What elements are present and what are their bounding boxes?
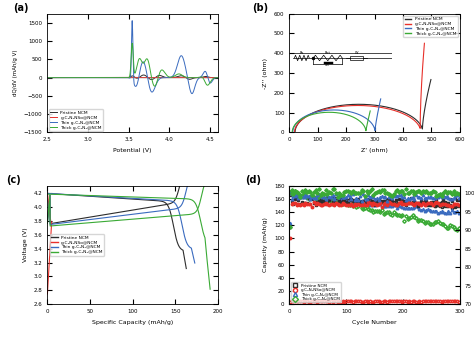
- Pristine NCM: [149, 78, 155, 82]
- Thick g-C₃N₄@NCM: [117, 76, 123, 80]
- Legend: Pristine NCM, g-C₃N₄NSo@NCM, Thin g-C₃N₄@NCM, Thick g-C₃N₄@NCM: Pristine NCM, g-C₃N₄NSo@NCM, Thin g-C₃N₄…: [50, 235, 104, 255]
- Line: Pristine NCM: Pristine NCM: [47, 75, 218, 80]
- Legend: Pristine NCM, g-C₃N₄NSo@NCM, Thin g-C₃N₄@NCM, Thick g-C₃N₄@NCM: Pristine NCM, g-C₃N₄NSo@NCM, Thin g-C₃N₄…: [403, 16, 457, 37]
- Thick g-C₃N₄@NCM: [74, 76, 80, 80]
- Pristine NCM: [215, 76, 221, 80]
- Thin g-C₃N₄@NCM: [45, 76, 50, 80]
- X-axis label: Specific Capacity (mAh/g): Specific Capacity (mAh/g): [92, 320, 173, 325]
- Y-axis label: Capacity (mAh/g): Capacity (mAh/g): [264, 218, 268, 273]
- g-C₃N₄NSo@NCM: [130, 75, 136, 79]
- Text: (b): (b): [252, 3, 268, 13]
- Pristine NCM: [64, 76, 70, 80]
- Thick g-C₃N₄@NCM: [64, 76, 70, 80]
- Thick g-C₃N₄@NCM: [193, 76, 199, 80]
- Thick g-C₃N₄@NCM: [45, 76, 50, 80]
- g-C₃N₄NSo@NCM: [110, 76, 116, 80]
- Thick g-C₃N₄@NCM: [110, 76, 116, 80]
- Text: (d): (d): [245, 175, 261, 185]
- X-axis label: Z' (ohm): Z' (ohm): [361, 148, 388, 153]
- Thin g-C₃N₄@NCM: [74, 76, 80, 80]
- Text: (c): (c): [7, 175, 21, 185]
- Thin g-C₃N₄@NCM: [189, 92, 195, 96]
- Thin g-C₃N₄@NCM: [110, 76, 116, 80]
- Legend: Pristine NCM, g-C₃N₄NSo@NCM, Thin g-C₃N₄@NCM, Thick g-C₃N₄@NCM: Pristine NCM, g-C₃N₄NSo@NCM, Thin g-C₃N₄…: [292, 282, 341, 302]
- Thin g-C₃N₄@NCM: [212, 76, 218, 80]
- g-C₃N₄NSo@NCM: [74, 76, 80, 80]
- Text: (a): (a): [13, 3, 29, 13]
- X-axis label: Cycle Number: Cycle Number: [352, 320, 397, 325]
- Y-axis label: -Z'' (ohm): -Z'' (ohm): [264, 57, 268, 89]
- Y-axis label: Voltage (V): Voltage (V): [23, 228, 28, 262]
- g-C₃N₄NSo@NCM: [193, 76, 199, 80]
- Thin g-C₃N₄@NCM: [215, 76, 221, 80]
- Pristine NCM: [117, 76, 123, 80]
- Thin g-C₃N₄@NCM: [117, 76, 123, 80]
- Thick g-C₃N₄@NCM: [215, 76, 221, 80]
- g-C₃N₄NSo@NCM: [215, 76, 221, 80]
- Pristine NCM: [141, 73, 146, 77]
- Line: Thin g-C₃N₄@NCM: Thin g-C₃N₄@NCM: [47, 21, 218, 94]
- g-C₃N₄NSo@NCM: [64, 76, 70, 80]
- Thin g-C₃N₄@NCM: [129, 18, 135, 23]
- Thick g-C₃N₄@NCM: [152, 84, 157, 88]
- Legend: Pristine NCM, g-C₃N₄NSo@NCM, Thin g-C₃N₄@NCM, Thick g-C₃N₄@NCM: Pristine NCM, g-C₃N₄NSo@NCM, Thin g-C₃N₄…: [49, 109, 103, 131]
- Y-axis label: dQ/dV (mAh/g V): dQ/dV (mAh/g V): [13, 50, 18, 96]
- Thin g-C₃N₄@NCM: [193, 81, 199, 85]
- X-axis label: Potential (V): Potential (V): [113, 148, 152, 153]
- Pristine NCM: [212, 76, 218, 80]
- g-C₃N₄NSo@NCM: [45, 76, 50, 80]
- g-C₃N₄NSo@NCM: [212, 76, 218, 80]
- Line: Thick g-C₃N₄@NCM: Thick g-C₃N₄@NCM: [47, 43, 218, 86]
- Thick g-C₃N₄@NCM: [129, 41, 135, 45]
- Thick g-C₃N₄@NCM: [212, 76, 218, 80]
- Pristine NCM: [110, 76, 116, 80]
- Pristine NCM: [74, 76, 80, 80]
- Pristine NCM: [193, 76, 199, 80]
- Pristine NCM: [45, 76, 50, 80]
- g-C₃N₄NSo@NCM: [117, 76, 123, 80]
- Thin g-C₃N₄@NCM: [64, 76, 70, 80]
